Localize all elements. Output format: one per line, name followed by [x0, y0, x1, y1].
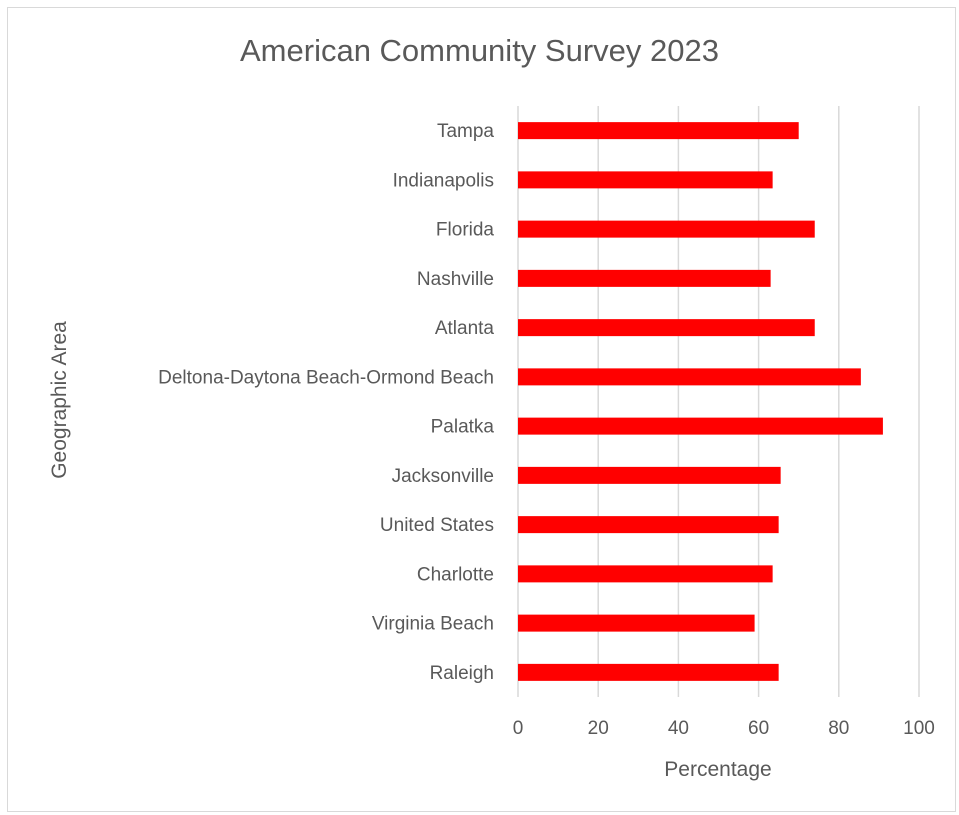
bars: [518, 122, 883, 681]
y-axis-title: Geographic Area: [48, 321, 71, 479]
bar: [518, 269, 771, 287]
category-label: Jacksonville: [392, 466, 494, 487]
category-label: United States: [380, 515, 494, 536]
category-label: Nashville: [417, 269, 494, 290]
bar: [518, 417, 883, 435]
category-label: Tampa: [437, 121, 494, 142]
category-label: Indianapolis: [393, 170, 494, 191]
category-label: Virginia Beach: [372, 614, 494, 635]
bar: [518, 663, 779, 681]
gridlines: [517, 106, 920, 697]
category-label: Raleigh: [430, 663, 494, 684]
x-tick-label: 60: [748, 718, 769, 739]
chart-frame: [7, 7, 956, 812]
bar: [518, 319, 815, 337]
x-tick-label: 20: [588, 718, 609, 739]
bar: [518, 466, 781, 484]
category-label: Charlotte: [417, 564, 494, 585]
x-tick-label: 40: [668, 718, 689, 739]
bar: [518, 516, 779, 534]
bar: [518, 171, 773, 189]
bar: [518, 122, 799, 140]
x-tick-label: 100: [903, 718, 935, 739]
bar: [518, 368, 861, 386]
bar: [518, 565, 773, 583]
category-label: Atlanta: [435, 318, 495, 339]
category-label: Florida: [436, 220, 495, 241]
x-tick-label: 0: [513, 718, 524, 739]
category-labels: Tampa Indianapolis Florida Nashville Atlanta…: [158, 121, 494, 684]
x-axis-title: Percentage: [664, 758, 771, 781]
x-tick-label: 80: [828, 718, 849, 739]
bar: [518, 220, 815, 238]
chart-title: American Community Survey 2023: [240, 33, 719, 68]
x-tick-labels: 0 20 40 60 80 100: [513, 718, 935, 739]
bar: [518, 614, 755, 632]
category-label: Palatka: [431, 417, 495, 438]
category-label: Deltona-Daytona Beach-Ormond Beach: [158, 367, 494, 388]
